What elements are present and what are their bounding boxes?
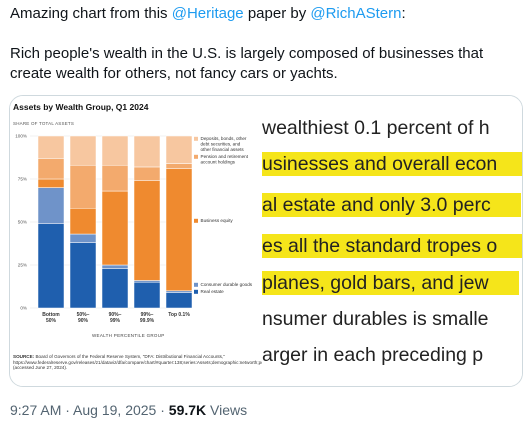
bar-segment: [133, 280, 161, 283]
stacked-bar-chart: 0%25%50%75%100%Bottom50%50%–90%90%–99%99…: [15, 134, 253, 325]
tweet-date-link[interactable]: Aug 19, 2025: [73, 402, 157, 418]
y-tick-label: 100%: [15, 134, 27, 139]
bar-segment: [37, 158, 65, 180]
x-tick-label: 99%: [110, 318, 121, 324]
bar-segment: [165, 290, 193, 293]
source-label: SOURCE:: [13, 354, 35, 359]
zoom-highlighted-line: planes, gold bars, and jew: [262, 271, 519, 295]
zoom-highlighted-line: es all the standard tropes o: [262, 234, 522, 258]
bar-segment: [165, 135, 193, 164]
bar-segment: [69, 135, 97, 166]
tweet-time-link[interactable]: 9:27 AM: [10, 402, 62, 418]
x-tick-label: 90%: [78, 318, 89, 324]
bar-segment: [37, 187, 65, 224]
legend-label: Deposits, bonds, other: [201, 136, 247, 141]
bar-segment: [165, 292, 193, 309]
intro-suffix: :: [401, 5, 406, 22]
bar-segment: [69, 207, 97, 235]
tweet-media-image[interactable]: Assets by Wealth Group, Q1 2024 SHARE OF…: [9, 95, 523, 387]
meta-separator: ·: [61, 402, 74, 418]
y-tick-label: 50%: [18, 220, 27, 225]
zoom-text-line: arger in each preceding p: [262, 344, 484, 366]
x-tick-label: Bottom: [42, 312, 60, 318]
y-tick-label: 0%: [20, 306, 27, 311]
bar-segment: [101, 135, 129, 166]
legend-swatch: [194, 154, 198, 159]
mention-author-link[interactable]: @RichAStern: [310, 5, 402, 22]
x-tick-label: 90%–: [109, 312, 122, 318]
x-axis-title: WEALTH PERCENTILE GROUP: [92, 333, 165, 338]
zoom-text-line: wealthiest 0.1 percent of h: [262, 117, 490, 139]
bar-segment: [133, 281, 161, 309]
tweet-text: Amazing chart from this @Heritage paper …: [10, 0, 522, 84]
x-tick-label: 50%: [46, 318, 57, 324]
tweet-meta: 9:27 AM · Aug 19, 2025 · 59.7K Views: [10, 402, 247, 418]
legend-swatch: [194, 218, 198, 223]
source-text: Board of Governors of the Federal Reserv…: [13, 354, 369, 371]
legend-swatch: [194, 136, 198, 141]
x-tick-label: 99%–: [141, 312, 154, 318]
zoom-highlighted-line: usinesses and overall econ: [262, 152, 522, 176]
views-count: 59.7K: [168, 402, 207, 418]
bar-segment: [133, 166, 161, 181]
chart-panel: Assets by Wealth Group, Q1 2024 SHARE OF…: [10, 96, 369, 386]
bar-segment: [101, 264, 129, 269]
bar-segment: [133, 180, 161, 281]
bar-segment: [101, 268, 129, 309]
bar-segment: [69, 164, 97, 209]
tweet-body: Rich people's wealth in the U.S. is larg…: [10, 45, 484, 82]
views-label: Views: [206, 402, 248, 418]
legend-label: Business equity: [201, 218, 234, 223]
legend-label: Real estate: [201, 289, 225, 294]
bar-segment: [165, 168, 193, 292]
legend-label: account holdings: [201, 160, 236, 165]
x-tick-label: Top 0.1%: [168, 312, 190, 318]
bar-segment: [37, 135, 65, 159]
bar-segment: [101, 190, 129, 266]
bar-segment: [101, 164, 129, 192]
bar-segment: [133, 135, 161, 168]
y-tick-label: 75%: [18, 177, 27, 182]
x-tick-label: 99.9%: [140, 318, 155, 324]
intro-prefix: Amazing chart from this: [10, 5, 172, 22]
bar-segment: [69, 233, 97, 243]
zoomed-text-panel: wealthiest 0.1 percent of h usinesses an…: [262, 96, 522, 386]
legend-swatch: [194, 282, 198, 287]
bar-segment: [37, 223, 65, 309]
x-tick-label: 50%–: [77, 312, 90, 318]
intro-middle: paper by: [243, 5, 311, 22]
legend-label: Consumer durable goods: [201, 282, 253, 287]
bar-segment: [37, 178, 65, 188]
y-axis-title: SHARE OF TOTAL ASSETS: [13, 121, 75, 126]
zoom-text-line: nsumer durables is smalle: [262, 308, 489, 330]
zoom-highlighted-line: al estate and only 3.0 perc: [262, 193, 521, 217]
bar-segment: [165, 163, 193, 169]
chart-title: Assets by Wealth Group, Q1 2024: [13, 102, 149, 112]
chart-source: SOURCE: Board of Governors of the Federa…: [13, 354, 369, 371]
legend-label: Pension and retirement: [201, 154, 249, 159]
y-tick-label: 25%: [18, 263, 27, 268]
bar-segment: [69, 242, 97, 309]
legend-label: debt securities, and: [201, 142, 241, 147]
meta-separator: ·: [156, 402, 169, 418]
tweet-intro: Amazing chart from this @Heritage paper …: [10, 0, 522, 24]
mention-heritage-link[interactable]: @Heritage: [171, 5, 244, 22]
legend-swatch: [194, 289, 198, 294]
legend-label: other financial assets: [201, 147, 245, 152]
